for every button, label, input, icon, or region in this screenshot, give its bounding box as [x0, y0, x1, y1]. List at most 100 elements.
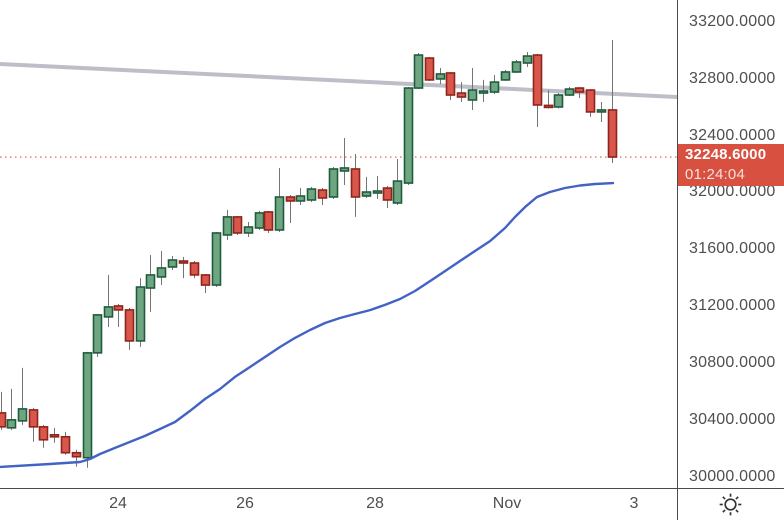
candle	[222, 209, 233, 240]
candle-body-bull	[254, 212, 265, 229]
candle	[0, 391, 7, 430]
candle	[82, 351, 93, 468]
y-axis-label: 30400.0000	[689, 411, 776, 428]
candle	[372, 175, 383, 199]
candle	[103, 274, 114, 327]
time-axis-border	[0, 488, 784, 489]
candle-body-bear	[38, 426, 49, 441]
candle-body-bull	[372, 190, 383, 194]
candle	[295, 188, 306, 205]
candle	[596, 101, 607, 123]
sun-icon[interactable]	[718, 492, 743, 517]
moving-average-line	[0, 181, 615, 469]
candle	[445, 71, 456, 100]
candle-body-bull	[403, 87, 414, 184]
candle-body-bear	[543, 104, 554, 109]
candle	[71, 449, 82, 467]
candle	[511, 60, 522, 73]
x-axis-label: 28	[366, 495, 384, 512]
x-axis-label: 3	[629, 495, 639, 512]
candle	[392, 159, 403, 205]
candle-body-bull	[82, 352, 93, 459]
candle-body-bear	[263, 211, 274, 231]
trendline[interactable]	[0, 62, 677, 100]
candle	[200, 273, 211, 293]
candle-body-bull	[135, 286, 146, 342]
candle-body-bull	[243, 226, 254, 234]
candle	[328, 166, 339, 199]
candle-body-bull	[500, 71, 511, 81]
candle	[60, 431, 71, 455]
candle-body-bull	[295, 195, 306, 202]
candle	[285, 195, 296, 224]
chart-canvas[interactable]	[0, 0, 677, 488]
candle-body-bull	[564, 88, 575, 96]
candle	[435, 67, 446, 85]
candle	[467, 67, 478, 110]
candle-body-bear	[124, 309, 135, 342]
candle-body-bull	[92, 314, 103, 354]
candle-body-bull	[522, 55, 533, 64]
candle-body-bear	[574, 87, 585, 93]
candle	[522, 52, 533, 67]
candle	[424, 57, 435, 81]
candle-body-bear	[350, 168, 361, 198]
y-axis-label: 31600.0000	[689, 240, 776, 258]
candle-body-bear	[113, 305, 124, 311]
candle	[543, 90, 554, 109]
y-axis-label: 32800.0000	[689, 69, 776, 87]
candle	[167, 256, 178, 270]
candle	[585, 89, 596, 117]
candle-body-bull	[339, 167, 350, 172]
candle-body-bear	[28, 409, 39, 428]
candle-body-bull	[222, 216, 233, 236]
candle-body-bear	[285, 196, 296, 202]
candle-body-bear	[585, 89, 596, 113]
price-axis[interactable]: 32248.6000 01:24:04 33200.0000 32800.0000…	[678, 0, 784, 488]
candle	[113, 303, 124, 327]
candle-body-bear	[382, 187, 393, 201]
candle	[6, 388, 17, 430]
candle	[500, 69, 511, 81]
y-axis-label: 32400.0000	[689, 126, 776, 144]
candle-body-bull	[511, 61, 522, 73]
current-price-badge: 32248.6000 01:24:04	[678, 144, 784, 187]
candle-body-bear	[200, 274, 211, 286]
candle-body-bull	[361, 191, 372, 197]
candle	[211, 231, 222, 288]
candle-body-bear	[49, 434, 60, 438]
time-axis[interactable]: 24 26 28 Nov 3	[0, 489, 677, 520]
candle-body-bear	[456, 92, 467, 98]
candle-body-bull	[553, 94, 564, 108]
y-axis-label: 30800.0000	[689, 354, 776, 372]
candle-body-bear	[178, 260, 189, 264]
candle-body-bear	[532, 54, 543, 106]
candle	[306, 187, 317, 202]
candle	[178, 257, 189, 279]
x-axis-label: 26	[236, 495, 254, 512]
candle	[243, 222, 254, 237]
candle-body-bear	[445, 72, 456, 96]
candle-body-bear	[0, 412, 7, 428]
x-axis-label: 24	[109, 495, 127, 512]
current-price-value: 32248.6000	[685, 146, 767, 164]
candle	[124, 307, 135, 350]
candle	[135, 278, 146, 347]
candle	[156, 251, 167, 286]
candle-body-bear	[317, 189, 328, 199]
candle	[532, 54, 543, 128]
candle	[49, 427, 60, 443]
candle	[553, 93, 564, 109]
candle	[361, 176, 372, 198]
x-axis-label: Nov	[492, 495, 522, 512]
candle-body-bull	[596, 109, 607, 113]
candle-body-bull	[6, 419, 17, 429]
axis-corner	[678, 489, 784, 520]
y-axis-label: 32000.0000	[689, 183, 776, 201]
candle-body-bull	[392, 180, 403, 204]
candle-body-bear	[71, 451, 82, 458]
candle-body-bull	[167, 259, 178, 268]
candle	[574, 87, 585, 98]
chart-plot-area[interactable]	[0, 0, 677, 488]
